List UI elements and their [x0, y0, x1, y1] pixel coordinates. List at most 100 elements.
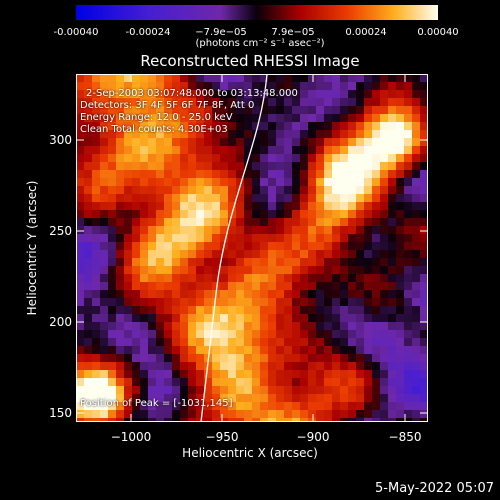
image-pixel [380, 354, 388, 362]
image-pixel [188, 410, 196, 418]
image-pixel [420, 82, 428, 90]
image-pixel [76, 138, 84, 146]
image-pixel [412, 370, 420, 378]
image-pixel [156, 234, 164, 242]
image-pixel [172, 370, 180, 378]
image-pixel [404, 234, 412, 242]
image-pixel [124, 146, 132, 154]
image-pixel [140, 330, 148, 338]
image-pixel [188, 146, 196, 154]
image-pixel [404, 402, 412, 410]
image-pixel [220, 234, 228, 242]
image-pixel [348, 290, 356, 298]
image-pixel [412, 90, 420, 98]
image-pixel [268, 106, 276, 114]
image-pixel [396, 314, 404, 322]
image-pixel [100, 330, 108, 338]
image-pixel [212, 74, 220, 82]
image-pixel [260, 114, 268, 122]
image-pixel [124, 362, 132, 370]
y-tick-label: 250 [49, 224, 72, 238]
image-pixel [140, 170, 148, 178]
image-pixel [84, 322, 92, 330]
image-pixel [284, 170, 292, 178]
image-pixel [292, 210, 300, 218]
image-pixel [204, 98, 212, 106]
image-pixel [132, 178, 140, 186]
image-pixel [188, 362, 196, 370]
image-pixel [140, 338, 148, 346]
image-pixel [124, 282, 132, 290]
image-pixel [132, 410, 140, 418]
image-pixel [236, 90, 244, 98]
image-pixel [148, 346, 156, 354]
image-pixel [324, 418, 332, 422]
image-pixel [284, 370, 292, 378]
image-pixel [404, 106, 412, 114]
image-pixel [196, 226, 204, 234]
colorbar [76, 5, 438, 20]
image-pixel [132, 362, 140, 370]
image-pixel [108, 82, 116, 90]
image-pixel [148, 322, 156, 330]
image-pixel [252, 322, 260, 330]
image-pixel [116, 146, 124, 154]
image-pixel [196, 346, 204, 354]
image-pixel [236, 154, 244, 162]
image-pixel [124, 338, 132, 346]
image-pixel [412, 234, 420, 242]
image-pixel [252, 274, 260, 282]
image-pixel [196, 162, 204, 170]
image-pixel [140, 82, 148, 90]
image-pixel [356, 378, 364, 386]
image-pixel [108, 250, 116, 258]
image-pixel [140, 178, 148, 186]
image-pixel [252, 306, 260, 314]
image-pixel [188, 330, 196, 338]
image-pixel [412, 138, 420, 146]
image-pixel [164, 354, 172, 362]
image-pixel [356, 346, 364, 354]
image-pixel [132, 170, 140, 178]
image-pixel [388, 178, 396, 186]
image-pixel [300, 322, 308, 330]
image-pixel [228, 90, 236, 98]
image-pixel [76, 146, 84, 154]
image-pixel [164, 258, 172, 266]
image-pixel [84, 354, 92, 362]
image-pixel [76, 410, 84, 418]
image-pixel [92, 290, 100, 298]
image-pixel [84, 362, 92, 370]
image-pixel [356, 306, 364, 314]
image-pixel [204, 394, 212, 402]
image-pixel [372, 162, 380, 170]
x-axis-label: Heliocentric X (arcsec) [182, 446, 318, 460]
image-pixel [292, 202, 300, 210]
colorbar-tick: -0.00040 [53, 27, 99, 38]
image-pixel [380, 194, 388, 202]
image-pixel [156, 298, 164, 306]
image-pixel [260, 290, 268, 298]
image-pixel [380, 162, 388, 170]
image-pixel [364, 218, 372, 226]
image-pixel [300, 242, 308, 250]
image-pixel [180, 194, 188, 202]
image-pixel [108, 234, 116, 242]
image-pixel [268, 290, 276, 298]
image-pixel [220, 202, 228, 210]
image-pixel [404, 90, 412, 98]
image-pixel [140, 162, 148, 170]
image-pixel [332, 226, 340, 234]
image-pixel [196, 122, 204, 130]
image-pixel [332, 250, 340, 258]
image-pixel [228, 194, 236, 202]
image-pixel [380, 226, 388, 234]
image-pixel [204, 370, 212, 378]
image-pixel [164, 346, 172, 354]
image-pixel [172, 314, 180, 322]
image-pixel [316, 290, 324, 298]
image-pixel [300, 314, 308, 322]
image-pixel [92, 122, 100, 130]
image-pixel [116, 114, 124, 122]
image-pixel [124, 242, 132, 250]
